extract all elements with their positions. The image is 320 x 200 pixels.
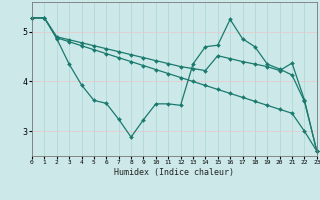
X-axis label: Humidex (Indice chaleur): Humidex (Indice chaleur) xyxy=(115,168,234,177)
